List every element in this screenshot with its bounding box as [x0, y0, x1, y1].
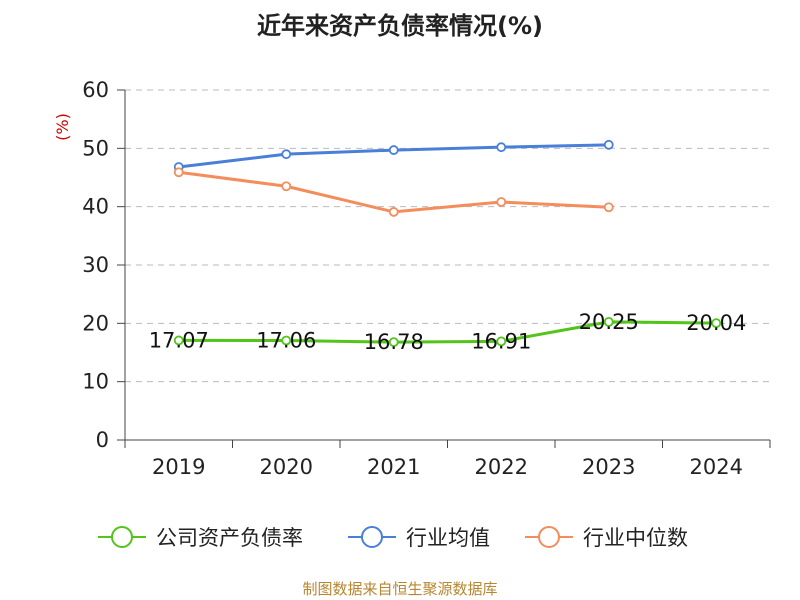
data-label: 16.78 [364, 330, 424, 354]
data-point [388, 145, 399, 155]
grid-lines [125, 89, 770, 383]
data-point [173, 167, 184, 178]
data-point [603, 139, 614, 150]
y-axis-unit-label: (%) [53, 113, 72, 141]
data-label: 17.06 [256, 328, 316, 352]
y-tick-label: 20 [82, 311, 109, 335]
legend-marker-icon [538, 526, 560, 548]
source-note: 制图数据来自恒生聚源数据库 [302, 580, 498, 598]
data-point [173, 335, 184, 346]
series-line-0 [178, 320, 717, 344]
axes: 0 10 20 30 40 50 60 2019 2020 2021 2022 2023 2024 [82, 78, 771, 479]
data-point [496, 336, 507, 347]
x-tick-label: 2023 [582, 455, 635, 479]
legend-label: 行业中位数 [583, 526, 688, 550]
data-point [281, 181, 292, 192]
legend-marker-icon [361, 526, 383, 548]
series-line-2 [178, 170, 609, 214]
x-tick-label: 2020 [260, 455, 313, 479]
y-tick-label: 60 [82, 78, 109, 102]
x-tick-label: 2021 [367, 455, 420, 479]
x-tick-label: 2022 [475, 455, 528, 479]
y-tick-label: 40 [82, 195, 109, 219]
legend: 公司资产负债率 行业均值 行业中位数 [98, 526, 688, 550]
legend-marker-icon [111, 526, 133, 548]
legend-item: 行业均值 [348, 526, 490, 550]
data-label: 17.07 [149, 328, 209, 352]
data-point [281, 149, 292, 160]
series-lines [173, 139, 722, 348]
y-tick-label: 10 [82, 370, 109, 394]
x-tick-label: 2024 [690, 455, 743, 479]
y-tick-label: 0 [96, 428, 109, 452]
data-point [388, 207, 399, 217]
data-labels: 17.07 17.06 16.78 16.91 20.25 20.04 [149, 310, 747, 354]
x-tick-label: 2019 [152, 455, 205, 479]
data-label: 16.91 [471, 329, 531, 353]
legend-item: 公司资产负债率 [98, 526, 303, 550]
data-point [388, 337, 399, 348]
data-label: 20.25 [579, 310, 639, 334]
chart-title: 近年来资产负债率情况(%) [257, 12, 543, 40]
data-point [711, 318, 722, 329]
legend-label: 公司资产负债率 [156, 526, 303, 550]
data-point [603, 202, 614, 213]
legend-label: 行业均值 [406, 526, 490, 550]
y-tick-label: 50 [82, 136, 109, 160]
data-point [603, 316, 614, 327]
y-tick-label: 30 [82, 253, 109, 277]
data-label: 20.04 [686, 311, 746, 335]
data-point [496, 142, 507, 153]
legend-item: 行业中位数 [525, 526, 688, 550]
data-point [496, 197, 507, 207]
data-point [281, 335, 292, 346]
